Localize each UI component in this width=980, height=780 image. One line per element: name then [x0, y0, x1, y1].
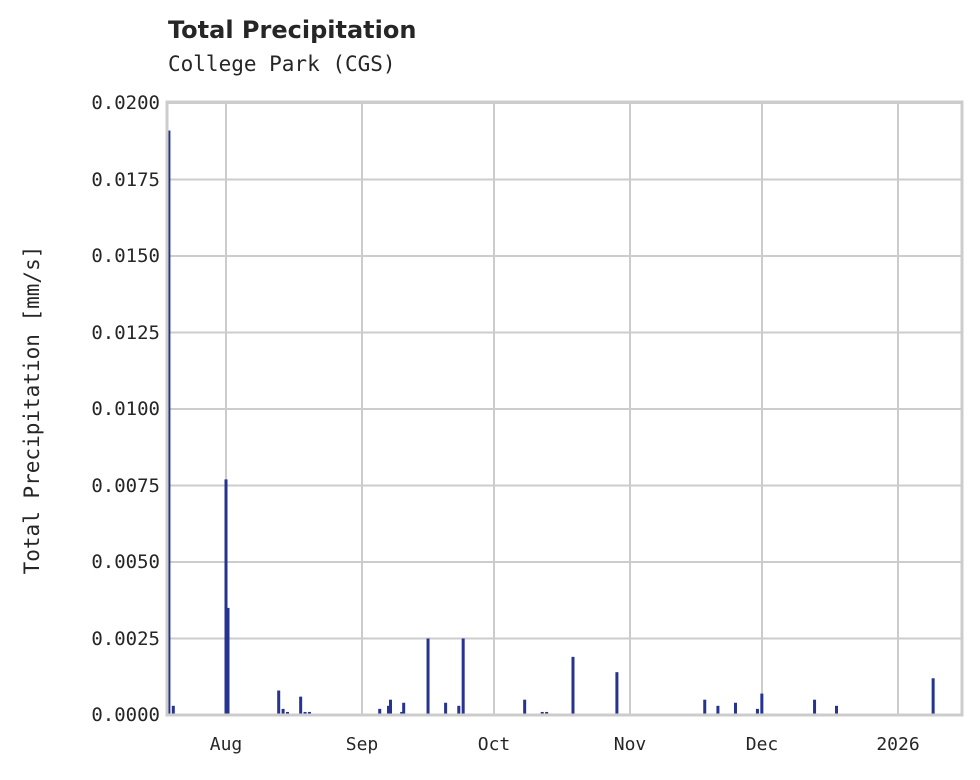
- y-tick-label: 0.0075: [91, 474, 160, 497]
- precip-bar: [307, 711, 311, 715]
- precip-bar: [299, 696, 303, 715]
- precip-bar: [523, 699, 527, 715]
- y-tick-label: 0.0000: [91, 704, 160, 726]
- y-tick-label: 0.0100: [91, 398, 160, 420]
- y-tick-label: 0.0175: [91, 168, 160, 191]
- precip-bar: [281, 708, 285, 715]
- precip-bar: [277, 690, 281, 715]
- precip-bar: [400, 711, 404, 715]
- y-tick-label: 0.0125: [91, 321, 160, 344]
- precip-bar: [226, 607, 230, 715]
- precip-bar: [733, 702, 737, 715]
- precip-bar: [378, 708, 382, 715]
- precip-bar: [461, 638, 465, 715]
- precip-bar: [402, 702, 406, 715]
- precip-bar: [389, 699, 393, 715]
- precip-bar: [703, 699, 707, 715]
- precip-bar: [426, 638, 430, 715]
- precip-bar: [444, 702, 448, 715]
- precip-bar: [167, 130, 171, 716]
- x-tick-label: 2026: [876, 734, 920, 755]
- precip-bar: [285, 711, 289, 715]
- y-tick-label: 0.0025: [91, 627, 160, 650]
- precip-bar: [615, 672, 619, 715]
- x-tick-label: Dec: [745, 734, 779, 755]
- y-tick-label: 0.0150: [91, 245, 160, 267]
- precip-bar: [457, 705, 461, 715]
- chart-subtitle: College Park (CGS): [168, 52, 396, 76]
- precip-bar: [540, 711, 544, 715]
- precip-bar: [813, 699, 817, 715]
- y-tick-label: 0.0050: [91, 551, 160, 573]
- precip-bar: [755, 708, 759, 715]
- x-tick-label: Oct: [477, 734, 511, 755]
- precip-bar: [716, 705, 720, 715]
- precip-bar: [760, 693, 764, 715]
- y-tick-label: 0.0200: [91, 92, 160, 114]
- precip-bar: [545, 711, 549, 715]
- precip-bar: [171, 705, 175, 715]
- x-tick-label: Nov: [613, 734, 647, 755]
- precip-bar: [387, 705, 391, 715]
- x-tick-label: Sep: [345, 734, 379, 755]
- precip-bar: [303, 711, 307, 715]
- precip-bar: [224, 479, 228, 715]
- precip-bar: [571, 656, 575, 715]
- precip-bar: [931, 678, 935, 715]
- precip-bar: [835, 705, 839, 715]
- x-tick-label: Aug: [209, 734, 243, 755]
- chart-title: Total Precipitation: [168, 16, 417, 44]
- plot-frame: [165, 100, 964, 717]
